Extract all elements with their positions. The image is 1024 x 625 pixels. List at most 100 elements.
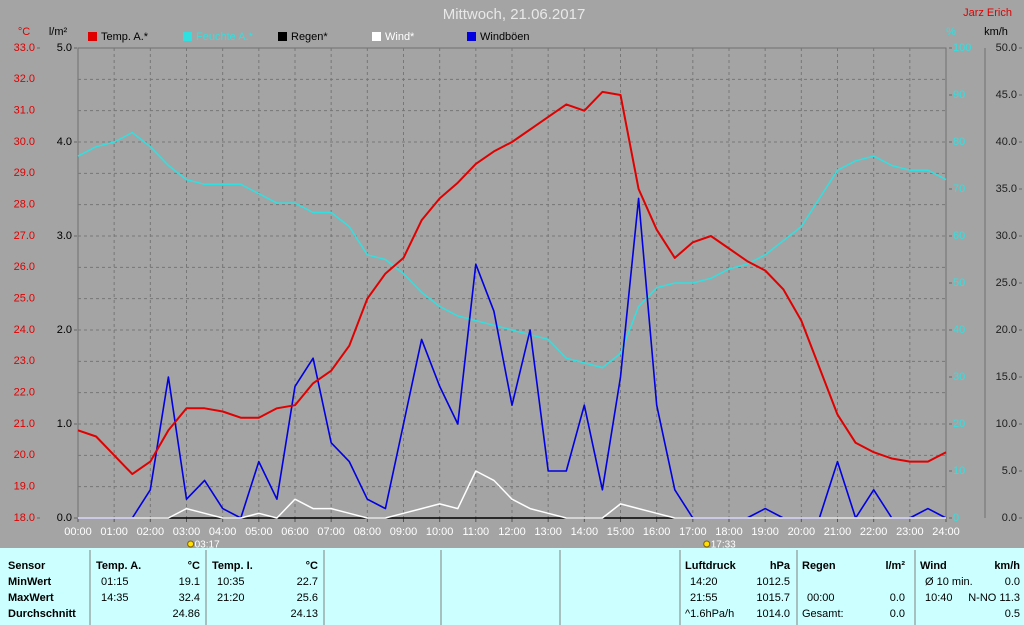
- x-tick-label: 18:00: [715, 526, 743, 538]
- y2-tick-label: 3.0: [57, 230, 72, 242]
- x-tick-label: 16:00: [643, 526, 671, 538]
- table-cell: 0.0: [890, 608, 905, 620]
- legend-swatch: [372, 32, 381, 41]
- x-tick-label: 05:00: [245, 526, 273, 538]
- x-tick-label: 08:00: [354, 526, 382, 538]
- y4-tick-label: 0.0: [1002, 512, 1017, 524]
- x-tick-label: 24:00: [932, 526, 960, 538]
- table-cell: 19.1: [179, 576, 200, 588]
- table-cell: 24.86: [172, 608, 200, 620]
- y-tick-label: 33.0: [14, 42, 35, 54]
- y4-tick-label: 25.0: [996, 277, 1017, 289]
- table-cell: 14:20: [690, 576, 718, 588]
- table-cell: 24.13: [290, 608, 318, 620]
- series-line: [78, 470, 946, 519]
- chart-title: Mittwoch, 21.06.2017: [443, 6, 586, 23]
- table-cell: 1012.5: [756, 576, 790, 588]
- legend-label: Regen*: [291, 31, 328, 43]
- table-cell: 0.0: [1005, 576, 1020, 588]
- legend-label: Temp. A.*: [101, 31, 149, 43]
- legend-swatch: [183, 32, 192, 41]
- y2-tick-label: 5.0: [57, 42, 72, 54]
- y4-tick-label: 45.0: [996, 89, 1017, 101]
- y3-tick-label: 80: [953, 136, 965, 148]
- y-tick-label: 21.0: [14, 418, 35, 430]
- x-tick-label: 21:00: [824, 526, 852, 538]
- y4-tick-label: 35.0: [996, 183, 1017, 195]
- table-cell: 32.4: [179, 592, 200, 604]
- x-tick-label: 13:00: [534, 526, 562, 538]
- y3-tick-label: 90: [953, 89, 965, 101]
- table: Sensor Temp. A. °C Temp. I. °C Luftdruck hPa Re…: [8, 560, 1020, 620]
- annotation: 17:33: [711, 540, 736, 551]
- table-row-label: MaxWert: [8, 592, 54, 604]
- y-tick-label: 20.0: [14, 449, 35, 461]
- x-tick-label: 00:00: [64, 526, 92, 538]
- y4-tick-label: 30.0: [996, 230, 1017, 242]
- x-tick-label: 14:00: [571, 526, 599, 538]
- x-tick-label: 02:00: [137, 526, 165, 538]
- series-line: [77, 90, 947, 476]
- y-tick-label: 24.0: [14, 324, 35, 336]
- y-tick-label: 23.0: [14, 355, 35, 367]
- table-cell: 21:20: [217, 592, 245, 604]
- table-header: Temp. A.: [96, 560, 141, 572]
- y-tick-label: 26.0: [14, 261, 35, 273]
- x-tick-label: 10:00: [426, 526, 454, 538]
- table-cell: 25.6: [297, 592, 318, 604]
- x-tick-label: 11:00: [462, 526, 489, 538]
- y3-tick-label: 20: [953, 418, 965, 430]
- x-tick-label: 04:00: [209, 526, 237, 538]
- legend-label: Windböen: [480, 31, 530, 43]
- y3-tick-label: 100: [953, 42, 971, 54]
- legend-label: Wind*: [385, 31, 415, 43]
- table-cell: 0.0: [890, 592, 905, 604]
- y4-tick-label: 20.0: [996, 324, 1017, 336]
- y4-tick-label: 50.0: [996, 42, 1017, 54]
- y-tick-label: 30.0: [14, 136, 35, 148]
- sun-icon: [187, 540, 195, 548]
- x-tick-label: 22:00: [860, 526, 888, 538]
- table-cell: 00:00: [807, 592, 835, 604]
- x-tick-label: 03:00: [173, 526, 201, 538]
- y-tick-label: 19.0: [14, 481, 35, 493]
- x-tick-label: 09:00: [390, 526, 418, 538]
- table-cell: 10:35: [217, 576, 245, 588]
- x-tick-label: 01:00: [100, 526, 128, 538]
- table-header: Temp. I.: [212, 560, 253, 572]
- x-tick-label: 12:00: [498, 526, 526, 538]
- y-axis-unit: °C: [18, 26, 30, 38]
- x-tick-label: 19:00: [751, 526, 779, 538]
- y3-tick-label: 70: [953, 183, 965, 195]
- y3-tick-label: 50: [953, 277, 965, 289]
- y3-axis-unit: %: [946, 26, 956, 38]
- table-header: °C: [188, 560, 200, 572]
- y2-tick-label: 2.0: [57, 324, 72, 336]
- x-tick-label: 06:00: [281, 526, 309, 538]
- y3-tick-label: 10: [953, 465, 965, 477]
- y4-tick-label: 10.0: [996, 418, 1017, 430]
- table-cell: Ø 10 min.: [925, 576, 973, 588]
- y-tick-label: 29.0: [14, 167, 35, 179]
- table-header: km/h: [994, 560, 1020, 572]
- y-tick-label: 27.0: [14, 230, 35, 242]
- series-line: [77, 131, 947, 369]
- y-tick-label: 22.0: [14, 387, 35, 399]
- table-row-label: MinWert: [8, 576, 52, 588]
- table-cell: 21:55: [690, 592, 718, 604]
- sun-icon: [703, 540, 711, 548]
- table-cell: 14:35: [101, 592, 129, 604]
- legend-label: Feuchte A.*: [196, 31, 254, 43]
- table-cell: N-NO 11.3: [968, 592, 1020, 604]
- x-tick-label: 07:00: [317, 526, 345, 538]
- table-cell: Gesamt:: [802, 608, 844, 620]
- table-header: °C: [306, 560, 318, 572]
- table-cell: 1014.0: [756, 608, 790, 620]
- table-cell: 01:15: [101, 576, 129, 588]
- table-header: Luftdruck: [685, 560, 737, 572]
- table-cell: 10:40: [925, 592, 953, 604]
- y-tick-label: 31.0: [14, 105, 35, 117]
- annotation: 03:17: [195, 540, 220, 551]
- y4-tick-label: 40.0: [996, 136, 1017, 148]
